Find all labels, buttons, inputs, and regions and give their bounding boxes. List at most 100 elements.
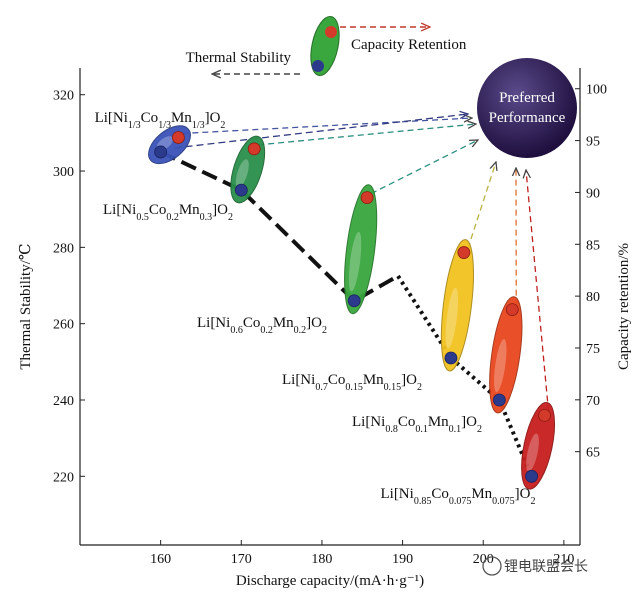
x-tick-label: 210 (553, 552, 574, 567)
label-text: ]O (306, 315, 322, 331)
trend-line (159, 150, 534, 478)
material-labels: Li[Ni1/3Co1/3Mn1/3]O2Li[Ni0.5Co0.2Mn0.3]… (95, 110, 536, 507)
material-label: Li[Ni1/3Co1/3Mn1/3]O2 (95, 110, 226, 131)
ellipse-highlight (526, 433, 539, 472)
label-text: Mn (471, 486, 492, 502)
material-label: Li[Ni0.6Co0.2Mn0.2]O2 (197, 315, 327, 336)
label-text: Mn (179, 202, 200, 218)
label-subscript: 0.2 (294, 325, 307, 336)
thermal-point (444, 351, 458, 365)
label-text: ]O (515, 486, 531, 502)
material-label: Li[Ni0.8Co0.1Mn0.1]O2 (352, 414, 482, 435)
y-right-tick-label: 95 (586, 135, 600, 150)
legend-thermal-label: Thermal Stability (186, 50, 292, 66)
label-subscript: 0.15 (345, 382, 363, 393)
label-text: Li[Ni (197, 315, 230, 331)
material-ellipse-group (344, 184, 378, 315)
label-subscript: 0.075 (449, 496, 472, 507)
label-subscript: 0.1 (415, 424, 428, 435)
label-subscript: 0.7 (315, 382, 328, 393)
label-text: Mn (273, 315, 294, 331)
y-left-tick-label: 280 (53, 241, 74, 256)
x-tick-label: 190 (392, 552, 413, 567)
label-subscript: 0.8 (385, 424, 398, 435)
label-subscript: 0.2 (166, 212, 179, 223)
label-text: Li[Ni (103, 202, 136, 218)
label-text: Li[Ni (380, 486, 413, 502)
y-right-tick-label: 90 (586, 186, 600, 201)
arrows (174, 114, 550, 412)
label-subscript: 0.6 (230, 325, 243, 336)
y-right-tick-label: 85 (586, 238, 600, 253)
preferred-circle (477, 58, 577, 158)
material-ellipse-group (521, 402, 556, 490)
label-subscript: 2 (322, 325, 327, 336)
legend-retention-label: Capacity Retention (351, 37, 467, 53)
y-left-tick-label: 300 (53, 165, 74, 180)
y-right-tick-label: 75 (586, 342, 600, 357)
label-text: Li[Ni (352, 414, 385, 430)
y-axis-right-label: Capacity retention/% (616, 243, 632, 370)
material-ellipse (489, 296, 523, 414)
label-subscript: 2 (477, 424, 482, 435)
arrow-to-preferred (174, 114, 468, 149)
y-right-tick-label: 65 (586, 446, 600, 461)
legend-retention-point (325, 26, 337, 38)
preferred-performance: Preferred Performance (477, 58, 577, 158)
thermal-point (492, 393, 506, 407)
retention-point (360, 191, 374, 205)
label-subscript: 0.5 (136, 212, 149, 223)
retention-point (538, 408, 551, 422)
retention-point (457, 246, 471, 259)
preferred-label-line2: Performance (489, 110, 566, 126)
watermark-text: 锂电联盟会长 (504, 559, 588, 575)
arrow-to-preferred (467, 162, 496, 249)
label-text: Co (243, 315, 261, 331)
label-text: Mn (363, 372, 384, 388)
thermal-point (154, 145, 168, 159)
label-text: Co (328, 372, 346, 388)
ellipse-highlight (445, 287, 459, 349)
x-tick-label: 170 (231, 552, 252, 567)
trend-dotted (396, 274, 534, 478)
label-subscript: 2 (220, 120, 225, 131)
y-left-tick-label: 260 (53, 318, 74, 333)
label-text: Co (398, 414, 416, 430)
arrow-to-preferred (526, 170, 550, 412)
label-subscript: 0.3 (200, 212, 213, 223)
label-subscript: 2 (531, 496, 536, 507)
label-subscript: 0.1 (449, 424, 462, 435)
wechat-icon (482, 556, 502, 576)
label-subscript: 0.85 (414, 496, 432, 507)
material-markers (148, 125, 556, 490)
material-label: Li[Ni0.7Co0.15Mn0.15]O2 (282, 372, 422, 393)
x-axis-label: Discharge capacity/(mA·h·g⁻¹) (236, 573, 424, 589)
label-text: Co (141, 110, 159, 126)
y-left-tick-label: 220 (53, 470, 74, 485)
material-ellipse-group (489, 296, 523, 414)
arrow-to-preferred (370, 140, 478, 195)
label-text: ]O (212, 202, 228, 218)
arrow-to-preferred (182, 118, 472, 135)
ellipse-highlight (493, 338, 507, 393)
material-ellipse (344, 184, 378, 315)
material-ellipse (521, 402, 556, 490)
label-text: Li[Ni (282, 372, 315, 388)
retention-point (247, 142, 261, 156)
label-subscript: 0.2 (260, 325, 273, 336)
label-subscript: 1/3 (192, 120, 205, 131)
label-text: ]O (205, 110, 221, 126)
label-text: ]O (401, 372, 417, 388)
label-subscript: 2 (417, 382, 422, 393)
thermal-point (525, 469, 539, 483)
label-text: ]O (461, 414, 477, 430)
retention-point (171, 131, 185, 144)
label-text: Mn (428, 414, 449, 430)
axes: 160 170 180 190 200 2102202402602803003206570… (18, 68, 632, 589)
material-ellipse-group (440, 239, 474, 372)
thermal-point (347, 294, 361, 308)
x-tick-label: 200 (473, 552, 494, 567)
arrow-to-preferred (258, 124, 476, 146)
label-subscript: 0.075 (492, 496, 515, 507)
